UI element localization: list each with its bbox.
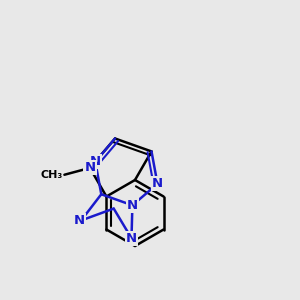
Text: N: N: [127, 199, 138, 212]
Text: N: N: [126, 232, 137, 245]
Text: N: N: [84, 161, 95, 174]
Text: N: N: [90, 155, 101, 168]
Text: N: N: [152, 177, 163, 190]
Text: CH₃: CH₃: [40, 170, 62, 180]
Text: N: N: [74, 214, 85, 227]
